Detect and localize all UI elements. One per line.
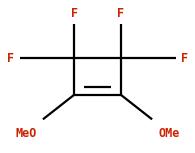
Text: OMe: OMe [158,127,179,140]
Text: F: F [6,52,14,65]
Text: MeO: MeO [16,127,37,140]
Text: F: F [117,7,124,20]
Text: F: F [71,7,78,20]
Text: F: F [181,52,189,65]
